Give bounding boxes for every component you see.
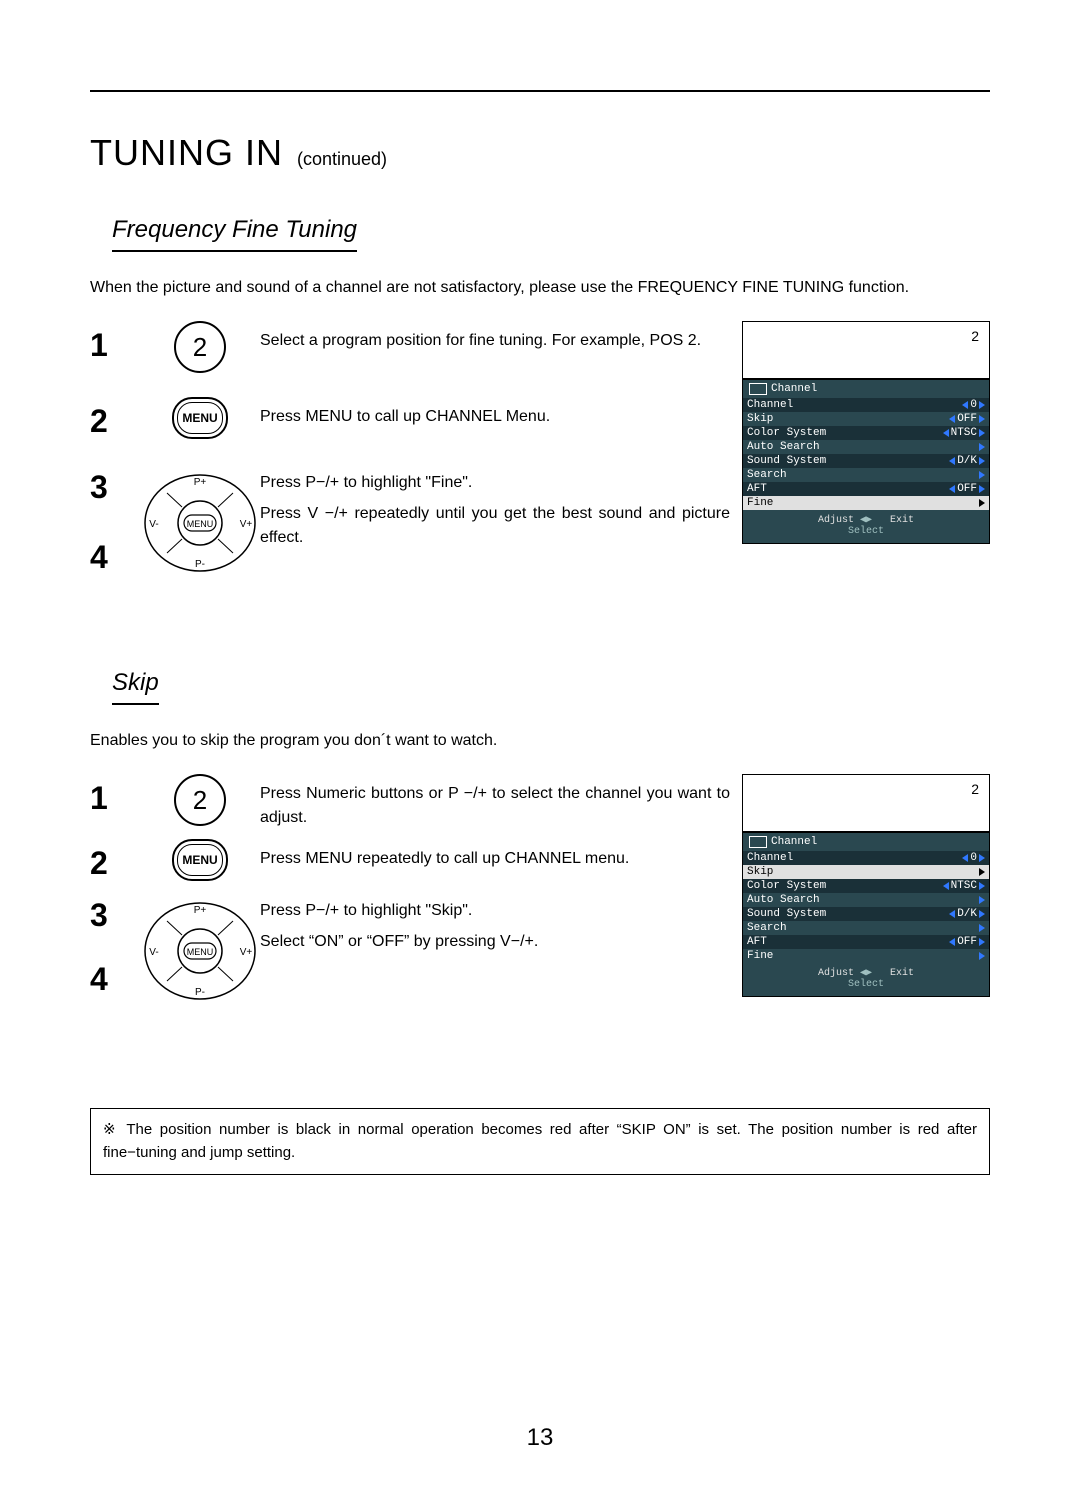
osd-row-soundsys: Sound SystemD/K	[743, 454, 989, 468]
svg-text:P+: P+	[194, 477, 207, 488]
svg-text:V+: V+	[240, 519, 253, 530]
osd-row-search: Search	[743, 921, 989, 935]
step-number: 4	[90, 533, 140, 573]
osd-menu-title: Channel	[771, 836, 817, 848]
osd-pos-number: 2	[971, 328, 979, 344]
title-line: TUNING IN (continued)	[90, 132, 990, 174]
numeric-2-icon: 2	[174, 774, 226, 826]
step-number: 3	[90, 463, 140, 533]
osd-row-fine: Fine	[743, 949, 989, 963]
step-icon: MENU P+ P- V- V+	[140, 891, 260, 1011]
osd-row-channel: Channel0	[743, 851, 989, 865]
step-icon: 2	[140, 321, 260, 373]
svg-text:MENU: MENU	[187, 947, 214, 957]
osd-footer: Adjust ◀▶ Exit Select	[743, 510, 989, 543]
page-number: 13	[0, 1424, 1080, 1452]
svg-text:P-: P-	[195, 987, 205, 998]
osd-pos-number: 2	[971, 781, 979, 797]
osd-row-fine: Fine	[743, 496, 989, 510]
osd-row-colorsys: Color SystemNTSC	[743, 879, 989, 893]
step-number: 1	[90, 774, 140, 814]
svg-text:P-: P-	[195, 559, 205, 570]
osd-footer: Adjust ◀▶ Exit Select	[743, 963, 989, 996]
osd-pos-display: 2	[742, 321, 990, 379]
step-number: 2	[90, 839, 140, 879]
title-continued: (continued)	[297, 149, 387, 170]
freq-subtitle: Frequency Fine Tuning	[112, 216, 357, 252]
osd-row-skip: Skip	[743, 865, 989, 879]
skip-osd: 2 Channel Channel0 Skip Color SystemNTSC…	[742, 774, 990, 997]
dpad-menu-label: MENU	[187, 519, 214, 529]
step-number: 1	[90, 321, 140, 361]
osd-rows: Channel0 Skip Color SystemNTSC Auto Sear…	[743, 851, 989, 963]
page-title: TUNING IN	[90, 132, 283, 174]
menu-button-icon: MENU	[172, 397, 228, 439]
skip-section: Skip Enables you to skip the program you…	[90, 651, 990, 1064]
numeric-2-icon: 2	[174, 321, 226, 373]
tv-icon	[749, 836, 767, 848]
osd-menu-title: Channel	[771, 383, 817, 395]
osd-row-autosearch: Auto Search	[743, 440, 989, 454]
osd-row-skip: SkipOFF	[743, 412, 989, 426]
svg-text:V+: V+	[240, 947, 253, 958]
osd-row-channel: Channel0	[743, 398, 989, 412]
svg-text:P+: P+	[194, 905, 207, 916]
page: TUNING IN (continued) Frequency Fine Tun…	[0, 0, 1080, 1494]
osd-row-soundsys: Sound SystemD/K	[743, 907, 989, 921]
freq-steps: 2 Channel Channel0 SkipOFF Color SystemN…	[90, 321, 990, 641]
note-text: The position number is black in normal o…	[103, 1121, 977, 1161]
osd-header: Channel	[743, 833, 989, 851]
freq-osd: 2 Channel Channel0 SkipOFF Color SystemN…	[742, 321, 990, 544]
note-box: ※ The position number is black in normal…	[90, 1108, 990, 1175]
step-icon: MENU P+ P- V- V+	[140, 463, 260, 583]
osd-row-aft: AFTOFF	[743, 935, 989, 949]
step-number: 3	[90, 891, 140, 955]
step-number: 2	[90, 397, 140, 437]
osd-channel-menu: Channel Channel0 SkipOFF Color SystemNTS…	[742, 379, 990, 544]
svg-text:V-: V-	[149, 519, 158, 530]
tv-icon	[749, 383, 767, 395]
osd-row-aft: AFTOFF	[743, 482, 989, 496]
osd-row-autosearch: Auto Search	[743, 893, 989, 907]
skip-intro: Enables you to skip the program you don´…	[90, 729, 990, 752]
dpad-icon: MENU P+ P- V- V+	[140, 463, 260, 583]
osd-channel-menu: Channel Channel0 Skip Color SystemNTSC A…	[742, 832, 990, 997]
step-number: 4	[90, 955, 140, 995]
osd-pos-display: 2	[742, 774, 990, 832]
step-icon: 2	[140, 774, 260, 826]
freq-intro: When the picture and sound of a channel …	[90, 276, 990, 299]
menu-button-icon: MENU	[172, 839, 228, 881]
top-rule	[90, 90, 990, 92]
step-icon: MENU	[140, 397, 260, 439]
osd-row-search: Search	[743, 468, 989, 482]
skip-subtitle: Skip	[112, 669, 159, 705]
freq-section: Frequency Fine Tuning When the picture a…	[90, 198, 990, 641]
step-icon: MENU	[140, 839, 260, 881]
svg-text:V-: V-	[149, 947, 158, 958]
dpad-icon: MENU P+ P- V- V+	[140, 891, 260, 1011]
note-symbol: ※	[103, 1121, 119, 1138]
osd-rows: Channel0 SkipOFF Color SystemNTSC Auto S…	[743, 398, 989, 510]
skip-steps: 2 Channel Channel0 Skip Color SystemNTSC…	[90, 774, 990, 1064]
osd-header: Channel	[743, 380, 989, 398]
osd-row-colorsys: Color SystemNTSC	[743, 426, 989, 440]
